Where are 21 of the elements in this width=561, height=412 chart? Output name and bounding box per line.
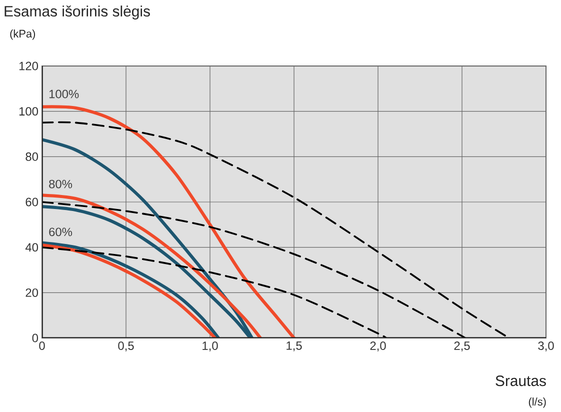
x-axis-title: Srautas xyxy=(496,376,546,386)
annotation: 100% xyxy=(49,90,79,98)
y-axis-title: Esamas išorinis slėgis xyxy=(4,6,150,20)
annotation: 60% xyxy=(49,228,72,236)
x-tick-label: 2,5 xyxy=(454,342,470,352)
x-tick-label: 1,0 xyxy=(202,342,218,352)
y-tick-label: 40 xyxy=(25,243,38,252)
y-tick-label: 20 xyxy=(26,288,38,297)
x-tick-label: 1,5 xyxy=(286,342,302,352)
x-tick-label: 2,0 xyxy=(370,342,386,352)
text: (l/s) xyxy=(528,398,546,408)
x-tick-label: 0 xyxy=(39,342,45,350)
y-tick-label: 120 xyxy=(19,62,38,70)
x-tick-label: 0,5 xyxy=(118,342,134,352)
y-tick-label: 80 xyxy=(26,152,38,161)
y-tick-label: 100 xyxy=(19,107,38,116)
y-tick-label: 60 xyxy=(26,198,38,206)
text: (kPa) xyxy=(10,30,36,40)
x-tick-label: 3,0 xyxy=(538,342,554,352)
annotation: 80% xyxy=(49,180,72,188)
y-tick-label: 0 xyxy=(32,334,38,342)
